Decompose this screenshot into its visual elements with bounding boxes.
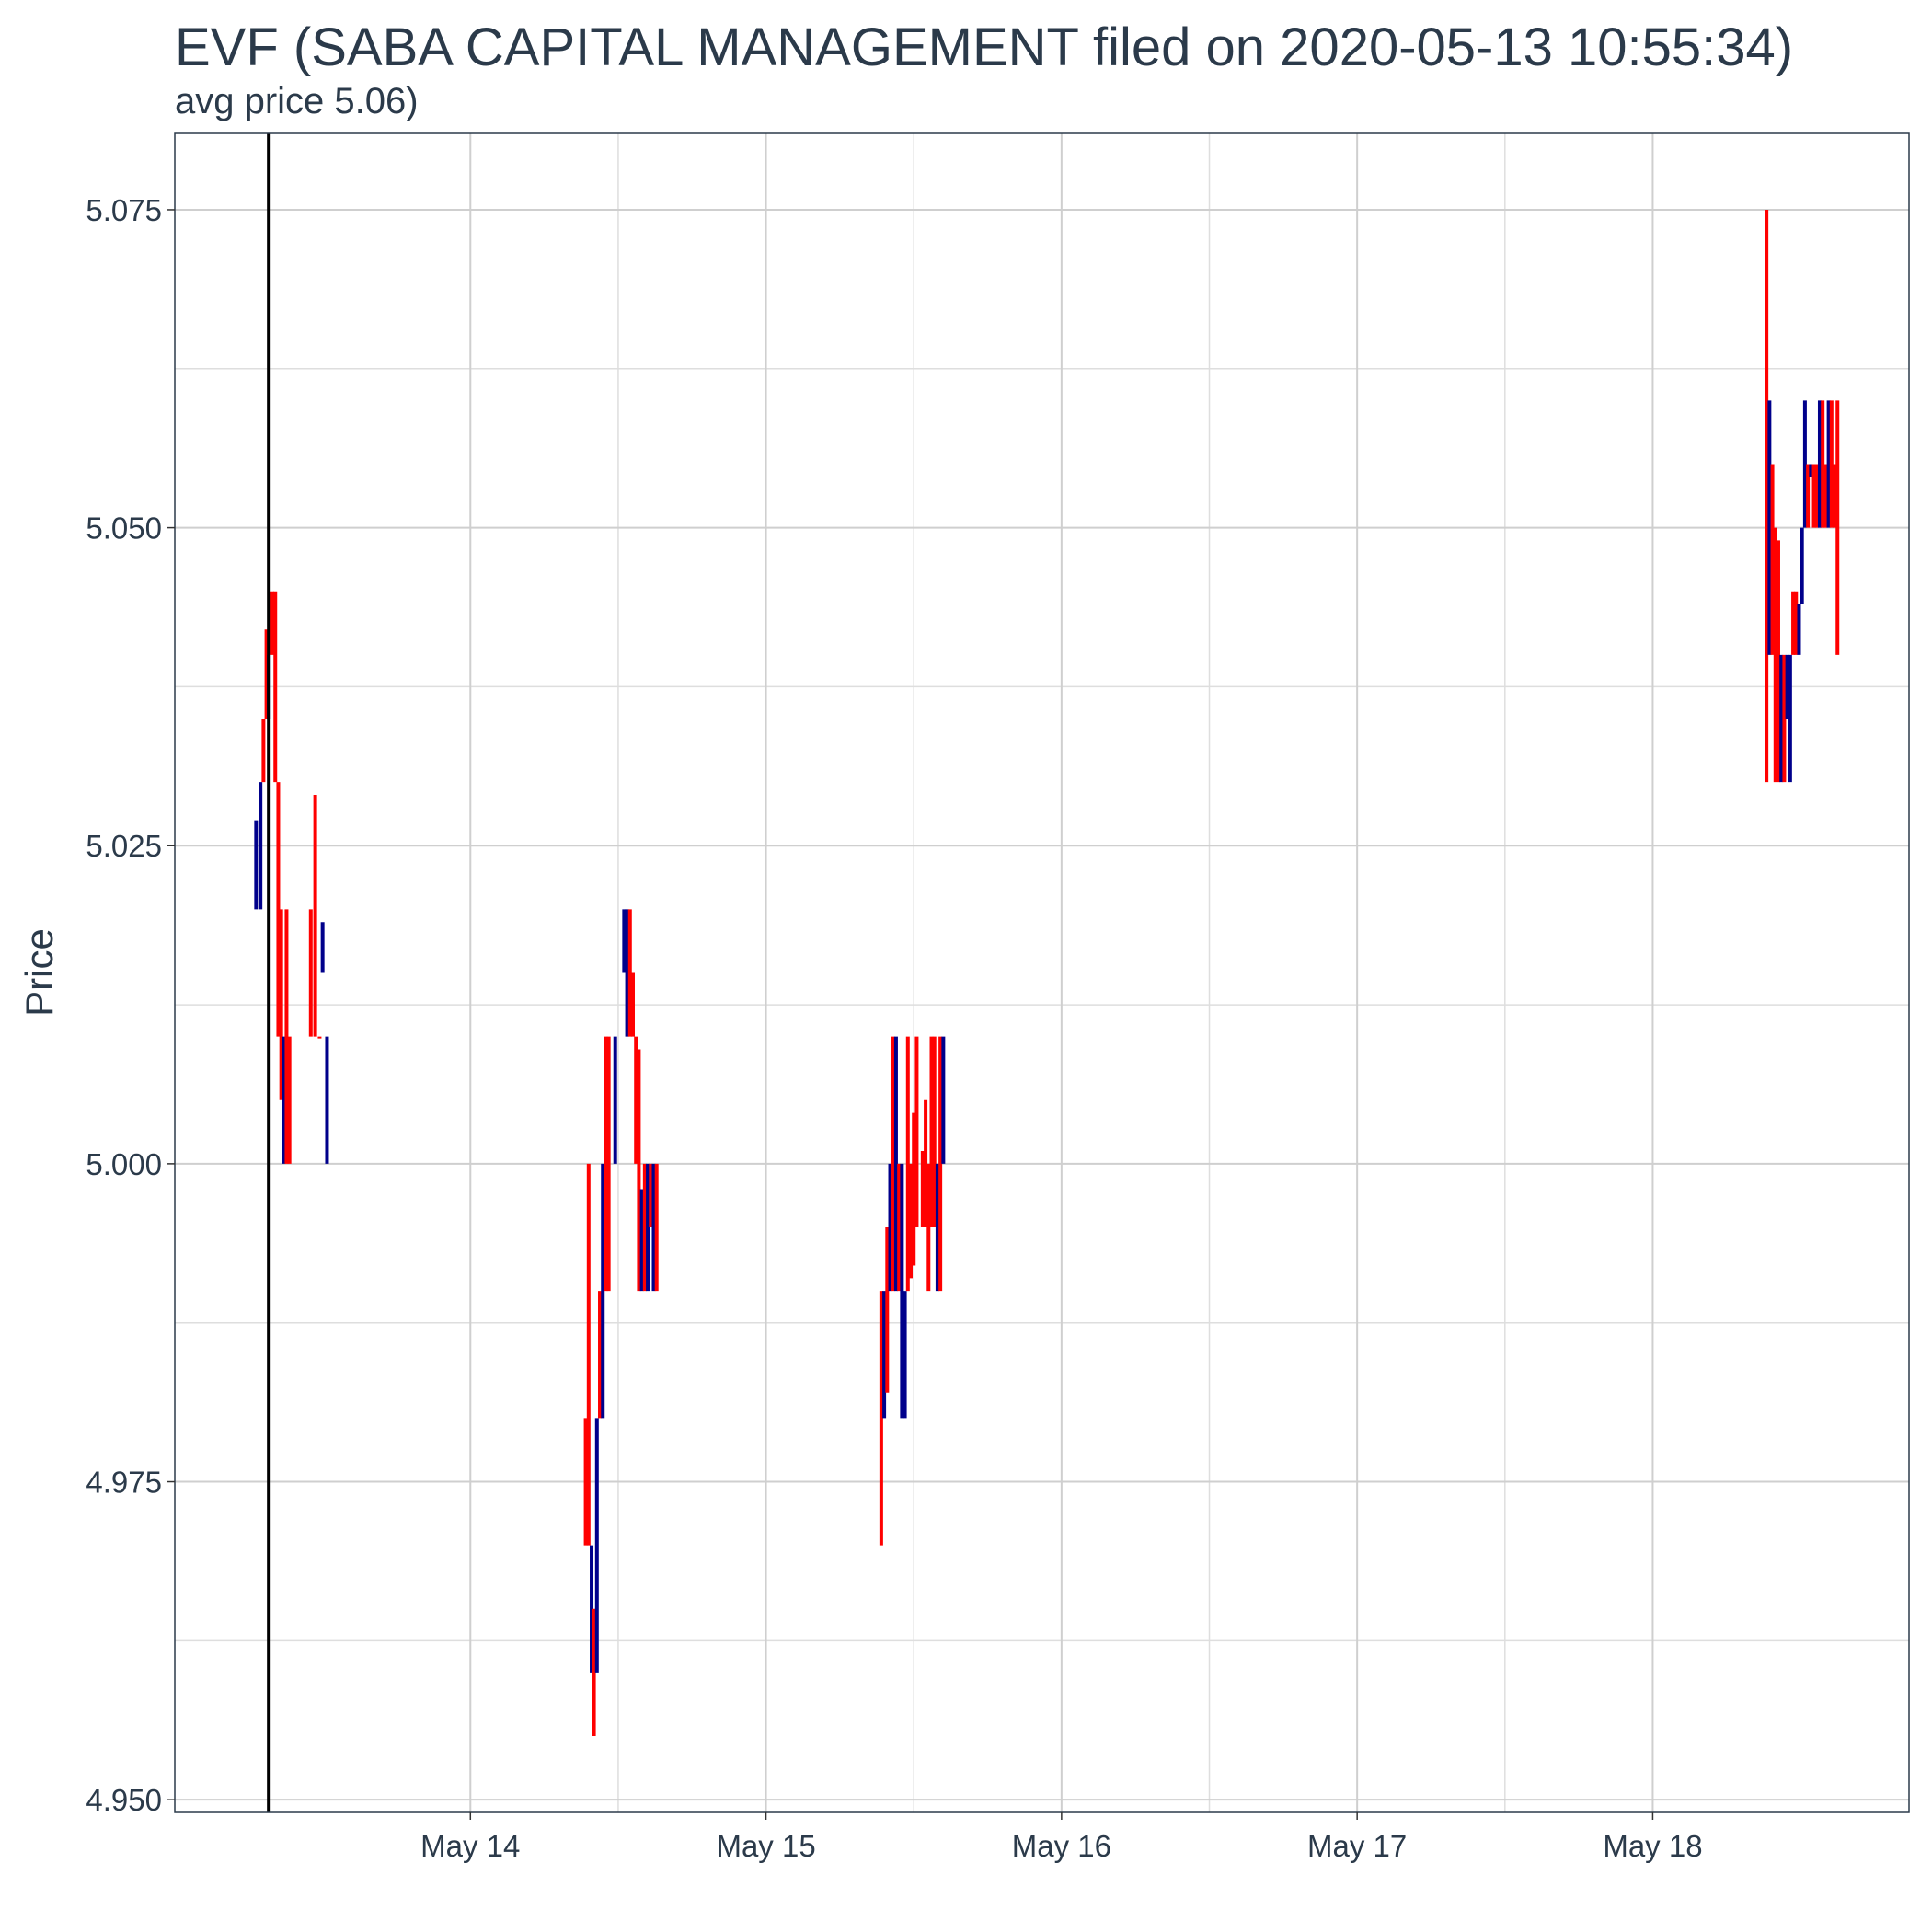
y-tick-label: 5.050: [86, 512, 162, 546]
y-tick-label: 4.950: [86, 1783, 162, 1817]
y-axis-title: Price: [17, 928, 61, 1017]
x-tick-label: May 16: [1012, 1829, 1111, 1863]
y-tick-label: 5.075: [86, 193, 162, 227]
candles: [254, 209, 1840, 1737]
grid-major: [175, 133, 1909, 1812]
chart-subtitle: avg price 5.06): [175, 81, 419, 121]
x-axis-ticks: May 14 May 15 May 16 May 17 May 18: [420, 1812, 1703, 1863]
grid-minor: [175, 133, 1909, 1812]
x-tick-label: May 15: [716, 1829, 815, 1863]
chart-title: EVF (SABA CAPITAL MANAGEMENT filed on 20…: [175, 17, 1794, 77]
plot-panel: [175, 133, 1909, 1812]
y-tick-label: 4.975: [86, 1466, 162, 1500]
x-tick-label: May 18: [1603, 1829, 1702, 1863]
y-axis-ticks: 4.950 4.975 5.000 5.025 5.050 5.075: [86, 193, 175, 1817]
y-tick-label: 5.000: [86, 1147, 162, 1181]
plot-border: [174, 132, 1910, 1813]
y-tick-label: 5.025: [86, 829, 162, 863]
x-tick-label: May 17: [1307, 1829, 1407, 1863]
x-tick-label: May 14: [420, 1829, 520, 1863]
